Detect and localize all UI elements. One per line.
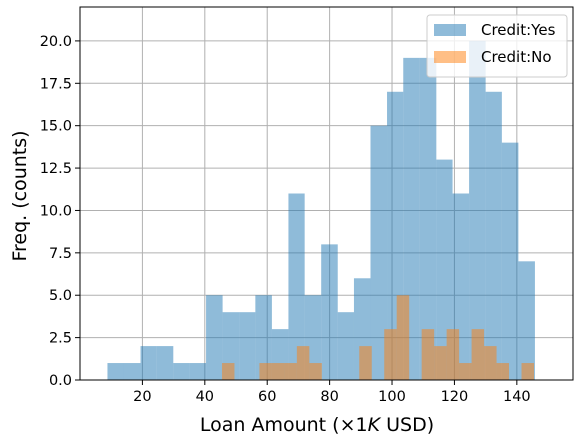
bar-credit-no	[446, 329, 460, 380]
bar-credit-yes	[370, 125, 388, 380]
x-tick-label: 140	[503, 389, 531, 405]
x-tick-label: 100	[378, 389, 406, 405]
bar-credit-no	[434, 346, 447, 380]
y-tick-label: 20.0	[40, 34, 72, 50]
y-tick-label: 10.0	[40, 203, 72, 219]
bar-credit-no	[521, 363, 534, 380]
bar-credit-yes	[140, 346, 157, 380]
x-tick-label: 80	[320, 389, 338, 405]
y-tick-label: 12.5	[40, 161, 72, 177]
bar-credit-yes	[419, 57, 437, 380]
bar-credit-yes	[189, 363, 207, 380]
x-axis-ticks: 20 40 60 80 100 120 140	[133, 380, 531, 405]
legend-swatch-credit-no	[434, 51, 466, 63]
bar-credit-no	[484, 346, 497, 380]
legend-label-credit-yes: Credit:Yes	[481, 21, 556, 39]
x-tick-label: 40	[196, 389, 214, 405]
bar-credit-no	[221, 363, 235, 380]
y-axis-label: Freq. (counts)	[9, 130, 31, 261]
bar-credit-no	[271, 363, 285, 380]
y-tick-label: 0.0	[49, 373, 72, 389]
bar-credit-yes	[255, 295, 272, 380]
y-axis-ticks: 0.0 2.5 5.0 7.5 10.0 12.5 15.0 17.5 20.0	[40, 34, 80, 389]
bar-credit-no	[384, 329, 397, 380]
bar-credit-no	[359, 346, 372, 380]
bar-credit-no	[259, 363, 272, 380]
plot-frame	[79, 6, 574, 381]
bar-credit-yes	[501, 142, 519, 380]
bar-credit-yes	[288, 193, 305, 380]
bar-credit-no	[296, 346, 310, 380]
y-tick-label: 15.0	[40, 119, 72, 135]
legend: Credit:Yes Credit:No	[426, 14, 568, 78]
bar-credit-yes	[123, 363, 141, 380]
bar-credit-yes	[206, 295, 223, 380]
x-axis-label: Loan Amount (×1K USD)	[200, 414, 434, 436]
y-tick-label: 5.0	[49, 288, 72, 304]
x-tick-label: 120	[441, 389, 469, 405]
legend-label-credit-no: Credit:No	[481, 48, 552, 66]
x-tick-label: 60	[258, 389, 276, 405]
bar-credit-no	[396, 295, 410, 380]
y-tick-label: 2.5	[49, 331, 72, 347]
bar-credit-yes	[239, 312, 256, 380]
bar-credit-yes	[337, 312, 354, 380]
histogram-bars	[107, 40, 535, 381]
y-tick-label: 7.5	[49, 246, 72, 262]
bar-credit-yes	[436, 159, 453, 380]
x-tick-label: 20	[133, 389, 151, 405]
legend-swatch-credit-yes	[434, 24, 466, 36]
bar-credit-no	[471, 329, 485, 380]
bar-credit-yes	[173, 363, 190, 380]
y-tick-label: 17.5	[40, 76, 72, 92]
bar-credit-yes	[485, 91, 502, 380]
bar-credit-no	[284, 363, 297, 380]
bar-credit-yes	[321, 244, 338, 380]
bar-credit-yes	[518, 261, 535, 380]
bar-credit-yes	[469, 40, 486, 381]
bar-credit-yes	[107, 363, 124, 380]
bar-credit-no	[421, 329, 435, 380]
bar-credit-no	[309, 363, 322, 380]
bar-credit-no	[459, 363, 472, 380]
bar-credit-yes	[156, 346, 174, 380]
bar-credit-no	[496, 363, 510, 380]
